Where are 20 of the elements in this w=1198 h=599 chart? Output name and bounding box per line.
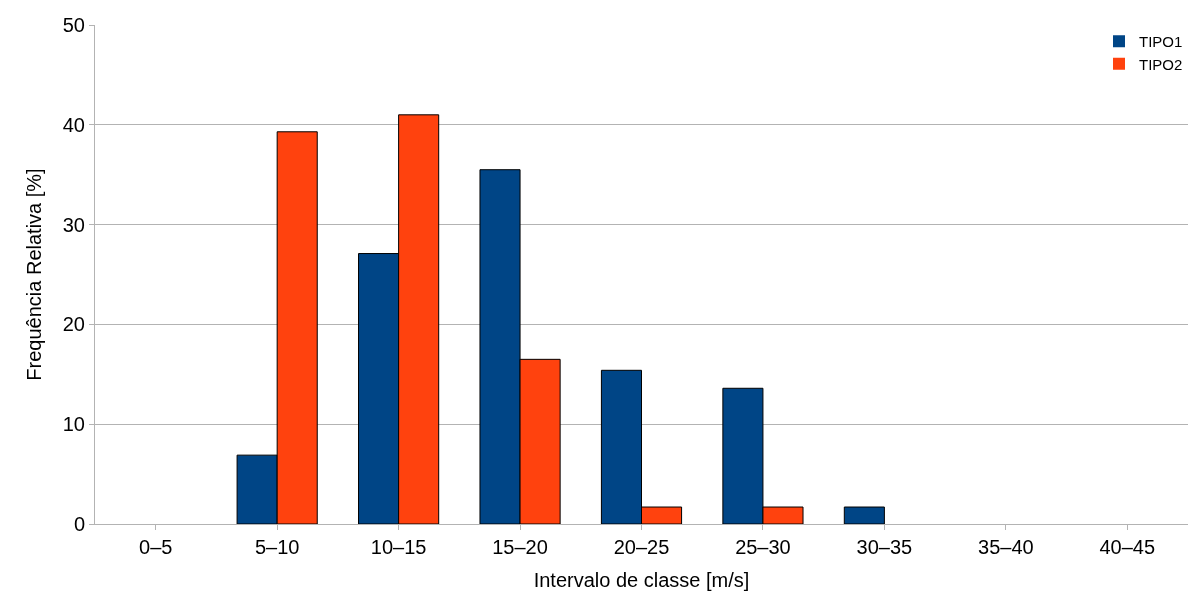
x-tick-label: 15–20 [492,536,548,558]
y-tick-label: 0 [73,513,85,535]
y-tick-label: 50 [62,14,85,36]
legend-label: TIPO1 [1139,33,1183,51]
x-tick-label: 35–40 [978,536,1034,558]
x-tick-label: 40–45 [1099,536,1156,558]
x-axis-title: Intervalo de classe [m/s] [533,568,750,591]
y-tick-label: 30 [62,213,85,236]
x-tick-label: 5–10 [254,536,300,558]
x-tick-label: 20–25 [613,536,670,558]
x-tick-label: 25–30 [735,536,791,558]
x-tick-label: 0–5 [139,536,173,558]
legend-label: TIPO2 [1139,55,1183,73]
x-tick-label: 30–35 [856,536,913,558]
bar [843,506,885,524]
x-tick-label: 10–15 [370,536,427,558]
y-tick-label: 10 [62,413,85,436]
y-axis-title: Frequência Relativa [%] [23,168,46,381]
y-tick-label: 20 [62,313,85,336]
y-tick-label: 40 [62,113,85,136]
